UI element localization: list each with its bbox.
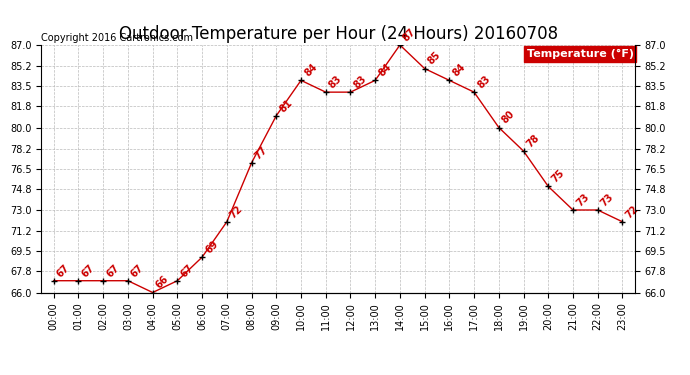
Text: 77: 77 bbox=[253, 144, 269, 161]
Text: 69: 69 bbox=[204, 239, 220, 255]
Text: 78: 78 bbox=[525, 133, 542, 149]
Text: 67: 67 bbox=[55, 262, 72, 279]
Text: 83: 83 bbox=[352, 74, 368, 90]
Text: 67: 67 bbox=[80, 262, 97, 279]
Text: 73: 73 bbox=[599, 192, 615, 208]
Text: Temperature (°F): Temperature (°F) bbox=[526, 49, 633, 59]
Text: Copyright 2016 Cartronics.com: Copyright 2016 Cartronics.com bbox=[41, 33, 193, 43]
Text: 87: 87 bbox=[401, 27, 418, 43]
Text: 67: 67 bbox=[104, 262, 121, 279]
Text: 72: 72 bbox=[228, 203, 245, 220]
Text: 80: 80 bbox=[500, 109, 517, 126]
Text: 67: 67 bbox=[179, 262, 195, 279]
Text: 81: 81 bbox=[277, 97, 294, 114]
Title: Outdoor Temperature per Hour (24 Hours) 20160708: Outdoor Temperature per Hour (24 Hours) … bbox=[119, 26, 558, 44]
Text: 84: 84 bbox=[451, 62, 467, 79]
Text: 75: 75 bbox=[549, 168, 566, 184]
Text: 84: 84 bbox=[377, 62, 393, 79]
Text: 83: 83 bbox=[475, 74, 492, 90]
Text: 84: 84 bbox=[302, 62, 319, 79]
Text: 66: 66 bbox=[154, 274, 170, 291]
Text: 83: 83 bbox=[327, 74, 344, 90]
Text: 72: 72 bbox=[624, 203, 640, 220]
Text: 85: 85 bbox=[426, 50, 442, 67]
Text: 67: 67 bbox=[129, 262, 146, 279]
Text: 73: 73 bbox=[574, 192, 591, 208]
